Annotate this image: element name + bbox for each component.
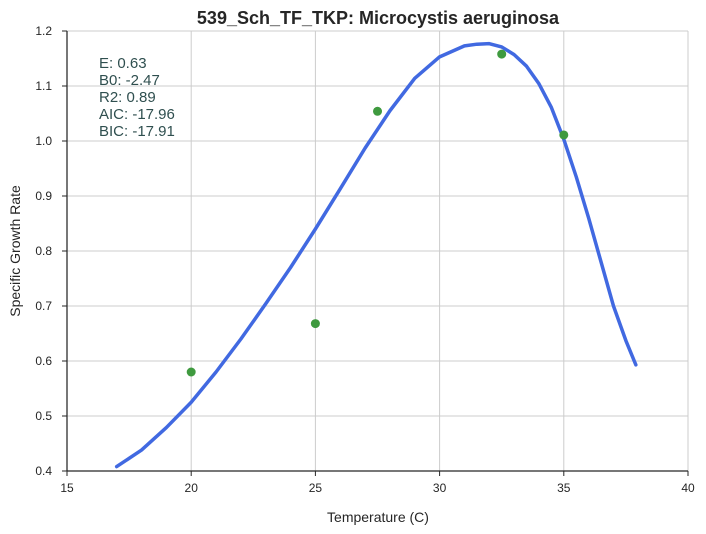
annotation-b0: B0: -2.47 — [99, 72, 160, 89]
y-tick-label: 0.9 — [35, 189, 52, 203]
y-tick-label: 1.0 — [35, 134, 52, 148]
y-tick-label: 1.2 — [35, 24, 52, 38]
y-tick-label: 0.8 — [35, 244, 52, 258]
x-tick-label: 25 — [309, 481, 323, 495]
annotation-e: E: 0.63 — [99, 55, 147, 72]
x-axis-label: Temperature (C) — [327, 509, 429, 525]
y-axis-label: Specific Growth Rate — [7, 185, 23, 317]
x-tick-label: 30 — [433, 481, 447, 495]
x-tick-label: 40 — [681, 481, 695, 495]
x-tick-label: 35 — [557, 481, 571, 495]
data-point — [373, 106, 382, 116]
fit-statistics: E: 0.63 B0: -2.47 R2: 0.89 AIC: -17.96 B… — [99, 55, 175, 140]
grid — [67, 30, 689, 471]
y-tick-label: 0.5 — [35, 409, 52, 423]
data-point — [310, 319, 320, 329]
y-tick-label: 1.1 — [35, 79, 52, 93]
y-tick-label: 0.7 — [35, 299, 52, 313]
annotation-r2: R2: 0.89 — [99, 89, 156, 106]
fit-curve — [114, 41, 638, 469]
y-tick-label: 0.6 — [35, 354, 52, 368]
fit-curve-layer — [114, 41, 638, 469]
x-tick-label: 15 — [60, 481, 74, 495]
data-point — [186, 367, 196, 377]
x-tick-label: 20 — [185, 481, 199, 495]
data-point — [497, 49, 507, 59]
data-point — [559, 130, 569, 140]
chart-title: 539_Sch_TF_TKP: Microcystis aeruginosa — [197, 8, 560, 28]
data-points-layer — [186, 49, 569, 377]
text-layer: 539_Sch_TF_TKP: Microcystis aeruginosa T… — [7, 8, 560, 525]
annotation-aic: AIC: -17.96 — [99, 106, 175, 123]
y-tick-label: 0.4 — [35, 464, 52, 478]
annotation-bic: BIC: -17.91 — [99, 123, 175, 140]
axes: 15 20 25 30 35 40 0.4 0.5 0.6 0.7 0.8 0.9 1.0 1.1 1.2 — [35, 24, 695, 495]
